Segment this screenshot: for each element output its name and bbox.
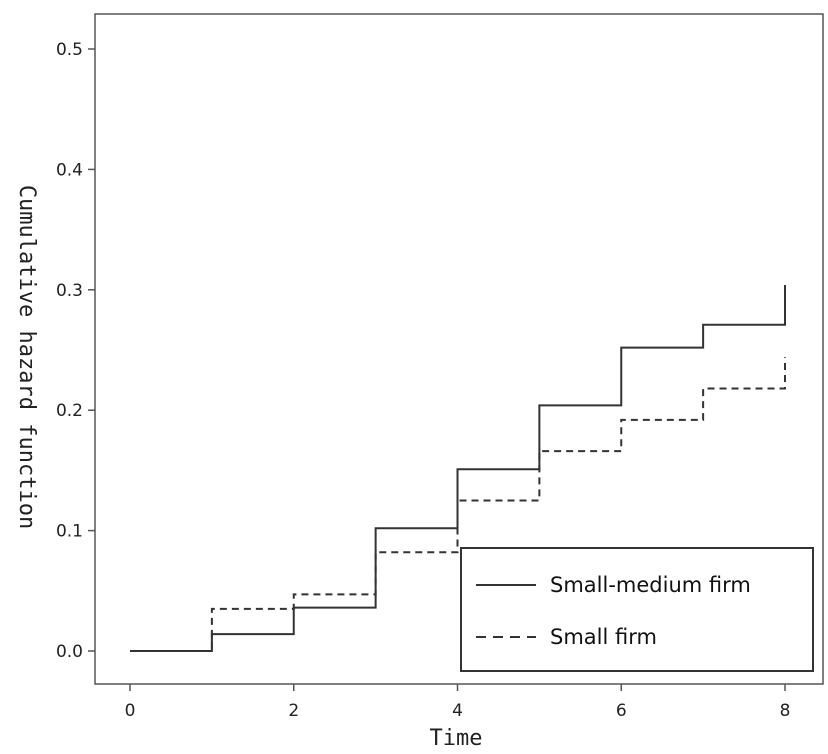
x-tick-label: 0 bbox=[125, 701, 136, 721]
x-axis: 0 2 4 6 8 bbox=[125, 684, 791, 721]
legend-box bbox=[460, 547, 814, 672]
y-axis-title: Cumulative hazard function bbox=[14, 185, 39, 529]
plot-frame bbox=[94, 13, 824, 685]
y-tick-label: 0.3 bbox=[56, 281, 83, 301]
y-tick-label: 0.5 bbox=[56, 40, 83, 60]
x-tick-label: 8 bbox=[780, 701, 791, 721]
y-tick-label: 0.2 bbox=[56, 401, 83, 421]
y-tick-label: 0.4 bbox=[56, 160, 83, 180]
legend-label-small-firm: Small firm bbox=[550, 625, 657, 649]
series-line-small-medium-firm bbox=[130, 284, 786, 652]
x-tick-label: 6 bbox=[616, 701, 627, 721]
y-tick-label: 0.1 bbox=[56, 522, 83, 542]
legend: Small-medium firm Small firm bbox=[460, 547, 814, 672]
y-axis: 0.0 0.1 0.2 0.3 0.4 0.5 bbox=[56, 40, 95, 662]
series-layer bbox=[130, 284, 786, 652]
x-tick-label: 2 bbox=[288, 701, 299, 721]
legend-label-small-medium-firm: Small-medium firm bbox=[550, 573, 751, 597]
y-tick-label: 0.0 bbox=[56, 642, 83, 662]
x-tick-label: 4 bbox=[452, 701, 463, 721]
x-axis-title: Time bbox=[430, 726, 483, 751]
